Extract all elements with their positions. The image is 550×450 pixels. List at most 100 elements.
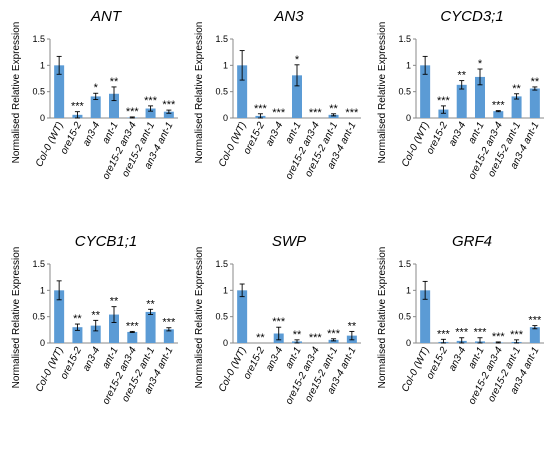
significance-label: *** [437,95,451,107]
bar [163,111,174,118]
significance-label: * [478,58,483,70]
y-tick-label: 0.5 [32,87,45,97]
significance-label: *** [162,317,176,329]
y-tick-label: 0.5 [215,312,228,322]
bar [529,88,540,118]
significance-label: ** [91,309,100,321]
bar [109,93,119,118]
significance-label: *** [309,332,323,344]
y-tick-label: 1 [223,285,228,295]
y-tick-label: 0 [406,113,411,123]
significance-label: *** [492,100,506,112]
y-axis-label: Normalised Relative Expression [194,247,205,389]
bar [529,327,540,343]
chart-title: ANT [90,8,123,25]
bar [475,76,485,118]
chart-panel: AN3 Normalised Relative Expression 0 0.5 1 1.… [194,8,361,181]
bar [237,65,248,118]
y-tick-label: 0.5 [398,87,411,97]
significance-label: *** [272,107,286,119]
chart-title: CYCB1;1 [75,233,138,250]
x-tick-label: an3-4 [81,345,103,373]
significance-label: *** [272,316,286,328]
significance-label: *** [126,320,140,332]
y-tick-label: 0 [406,338,411,348]
bar [90,325,101,343]
y-tick-label: 0.5 [215,87,228,97]
bar [145,108,156,118]
bar [163,329,174,343]
y-tick-label: 1.5 [215,34,228,44]
bar [511,96,522,118]
bar [456,84,467,118]
significance-label: *** [455,327,469,339]
significance-label: *** [528,315,542,327]
chart-panel: ANT Normalised Relative Expression 0 0.5 1 1.… [11,8,178,181]
y-tick-label: 0 [40,338,45,348]
y-tick-label: 1.5 [398,259,411,269]
bar [90,96,101,118]
y-axis-label: Normalised Relative Expression [377,247,388,389]
x-tick-label: an3-4 [447,120,469,148]
y-axis-label: Normalised Relative Expression [11,22,22,164]
bar [328,339,339,343]
bar [109,314,119,343]
y-tick-label: 0.5 [32,312,45,322]
x-tick-label: an3-4 [264,345,286,373]
chart-title: AN3 [273,8,304,25]
bar [438,109,449,118]
chart-panel: SWP Normalised Relative Expression 0 0.5 1 1.… [194,233,361,406]
chart-title: GRF4 [452,233,492,250]
significance-label: * [94,82,99,94]
x-tick-label: an3-4 [447,345,469,373]
y-tick-label: 0.5 [398,312,411,322]
significance-label: ** [146,298,155,310]
y-tick-label: 1.5 [215,259,228,269]
significance-label: ** [293,329,302,341]
y-tick-label: 1 [40,60,45,70]
significance-label: *** [327,328,341,340]
y-tick-label: 0 [223,113,228,123]
significance-label: *** [510,329,524,341]
y-tick-label: 0 [223,338,228,348]
significance-label: *** [474,327,488,339]
significance-label: ** [348,320,357,332]
bar [420,290,431,343]
y-tick-label: 1.5 [398,34,411,44]
bar [237,290,248,343]
significance-label: ** [329,103,338,115]
significance-label: ** [256,332,265,344]
y-tick-label: 1 [406,285,411,295]
bar [127,331,138,343]
significance-label: *** [345,107,359,119]
significance-label: ** [110,76,119,88]
bar [54,65,65,118]
significance-label: *** [437,328,451,340]
y-axis-label: Normalised Relative Expression [194,22,205,164]
y-tick-label: 0 [40,113,45,123]
bar [328,114,339,118]
significance-label: *** [126,106,140,118]
chart-panel: CYCB1;1 Normalised Relative Expression 0 0.… [11,233,178,406]
bar [292,75,302,118]
significance-label: *** [71,101,85,113]
bar [493,111,504,118]
bar [420,65,431,118]
x-tick-label: an3-4 [264,120,286,148]
y-tick-label: 1 [406,60,411,70]
x-tick-label: an3-4 [81,120,103,148]
chart-panel: CYCD3;1 Normalised Relative Expression 0 0.… [377,8,544,181]
significance-label: *** [162,99,176,111]
y-axis-label: Normalised Relative Expression [11,247,22,389]
y-axis-label: Normalised Relative Expression [377,22,388,164]
significance-label: * [295,54,300,66]
significance-label: *** [254,103,268,115]
y-tick-label: 1 [223,60,228,70]
bar [72,327,83,343]
significance-label: ** [457,70,466,82]
y-tick-label: 1 [40,285,45,295]
bar [145,311,156,343]
significance-label: ** [110,296,119,308]
